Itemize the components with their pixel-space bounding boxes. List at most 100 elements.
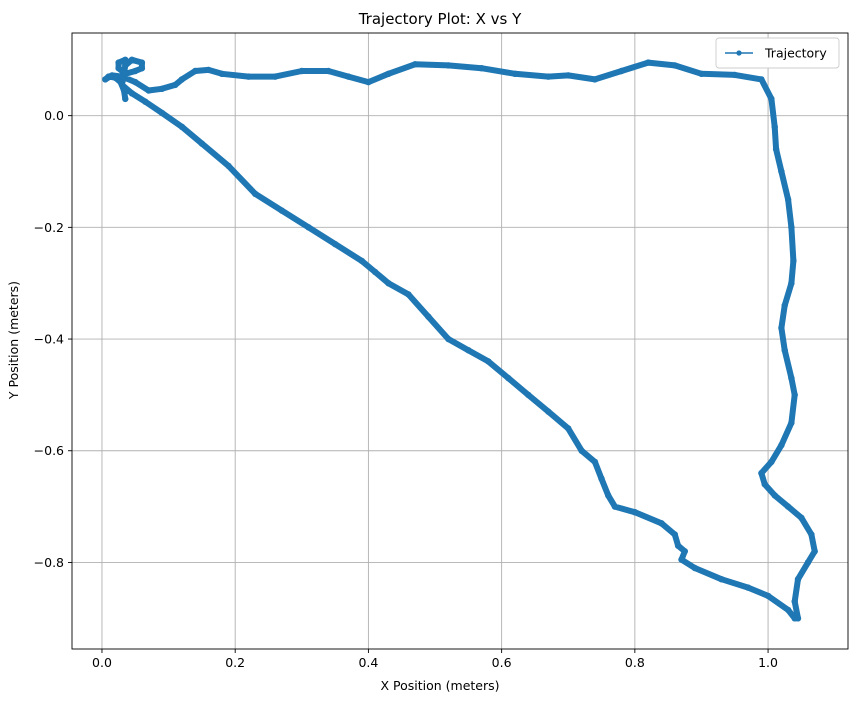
- trajectory-point: [172, 81, 179, 89]
- trajectory-point: [465, 347, 472, 354]
- trajectory-point: [205, 66, 212, 74]
- x-tick-label: 1.0: [758, 655, 778, 670]
- trajectory-point: [122, 56, 129, 63]
- trajectory-point: [744, 584, 752, 591]
- chart-title: Trajectory Plot: X vs Y: [358, 10, 522, 28]
- trajectory-point: [128, 90, 136, 97]
- legend-box: [715, 37, 840, 69]
- trajectory-point: [178, 76, 186, 83]
- trajectory-point: [138, 65, 146, 72]
- trajectory-point: [198, 140, 206, 147]
- trajectory-point: [108, 72, 116, 79]
- plot-frame: [71, 32, 849, 650]
- x-tick-label: 0.8: [625, 655, 645, 670]
- x-tick-label: 0.2: [225, 655, 245, 670]
- trajectory-point: [784, 196, 792, 203]
- trajectory-point: [618, 67, 625, 75]
- trajectory-point: [371, 268, 379, 276]
- trajectory-line: [102, 56, 818, 622]
- trajectory-point: [771, 123, 778, 130]
- trajectory-point: [778, 168, 785, 175]
- y-tick-label: −0.8: [34, 555, 64, 570]
- y-axis-label: Y Position (meters): [6, 281, 21, 400]
- x-tick-label: 0.0: [92, 655, 112, 670]
- trajectory-point: [698, 70, 705, 78]
- y-tick-label: 0.0: [44, 108, 64, 123]
- trajectory-point: [764, 592, 772, 600]
- trajectory-point: [122, 95, 129, 103]
- trajectory-point: [784, 503, 792, 510]
- trajectory-point: [788, 419, 795, 426]
- trajectory-point: [118, 81, 126, 89]
- trajectory-point: [578, 447, 585, 454]
- x-tick-label: 0.4: [358, 655, 378, 670]
- trajectory-point: [298, 67, 305, 75]
- trajectory-point: [731, 71, 738, 79]
- trajectory-point: [158, 109, 166, 117]
- trajectory-point: [790, 257, 797, 265]
- trajectory-point: [761, 481, 768, 488]
- trajectory-point: [674, 542, 682, 549]
- trajectory-point: [768, 95, 775, 103]
- trajectory-point: [758, 76, 765, 83]
- trajectory-point: [122, 70, 129, 78]
- trajectory-point: [505, 374, 512, 382]
- y-tick-label: −0.2: [34, 220, 64, 235]
- trajectory-point: [804, 559, 812, 566]
- trajectory-point: [122, 62, 129, 69]
- data-layer: [102, 56, 818, 622]
- trajectory-point: [678, 556, 685, 563]
- trajectory-point: [365, 78, 372, 86]
- trajectory-point: [385, 70, 392, 78]
- trajectory-point: [631, 509, 638, 516]
- grid-layer: [72, 33, 848, 649]
- trajectory-point: [791, 615, 798, 622]
- trajectory-point: [545, 73, 552, 80]
- trajectory-point: [565, 425, 572, 432]
- trajectory-point: [591, 458, 599, 466]
- trajectory-point: [658, 520, 665, 527]
- trajectory-point: [445, 62, 452, 69]
- trajectory-point: [478, 65, 485, 72]
- trajectory-point: [605, 492, 612, 499]
- trajectory-point: [611, 503, 619, 510]
- trajectory-point: [252, 190, 259, 197]
- trajectory-point: [158, 85, 166, 93]
- trajectory-point: [791, 391, 798, 399]
- y-tick-label: −0.6: [34, 443, 64, 458]
- trajectory-point: [245, 73, 252, 80]
- trajectory-point: [132, 78, 139, 86]
- legend: Trajectory: [715, 37, 840, 69]
- legend-label: Trajectory: [764, 46, 827, 61]
- trajectory-point: [218, 70, 226, 78]
- trajectory-point: [142, 98, 149, 105]
- trajectory-point: [178, 123, 186, 130]
- trajectory-point: [138, 59, 146, 66]
- trajectory-point: [305, 224, 312, 231]
- trajectory-point: [768, 458, 775, 466]
- trajectory-point: [192, 67, 199, 75]
- trajectory-point: [120, 87, 128, 94]
- trajectory-point: [645, 59, 652, 66]
- trajectory-point: [445, 335, 452, 343]
- trajectory-point: [145, 87, 152, 94]
- trajectory-point: [115, 59, 122, 66]
- trajectory-point: [411, 61, 419, 68]
- tick-layer: 0.0 0.2 0.4 0.6 0.8 1.0 0.0 −0.2 −0.4 −0.6 −0.8: [34, 108, 778, 670]
- trajectory-point: [345, 73, 352, 80]
- trajectory-point: [405, 291, 412, 298]
- trajectory-point: [681, 548, 688, 555]
- trajectory-point: [798, 514, 805, 521]
- trajectory-point: [778, 442, 785, 449]
- trajectory-point: [278, 207, 285, 214]
- trajectory-point: [794, 576, 802, 583]
- trajectory-point: [225, 162, 232, 170]
- x-axis-label: X Position (meters): [380, 678, 499, 693]
- trajectory-point: [772, 146, 780, 153]
- trajectory-point: [385, 280, 392, 287]
- trajectory-point: [811, 548, 818, 555]
- trajectory-point: [771, 492, 778, 499]
- legend-marker: [736, 50, 742, 56]
- trajectory-point: [598, 475, 605, 482]
